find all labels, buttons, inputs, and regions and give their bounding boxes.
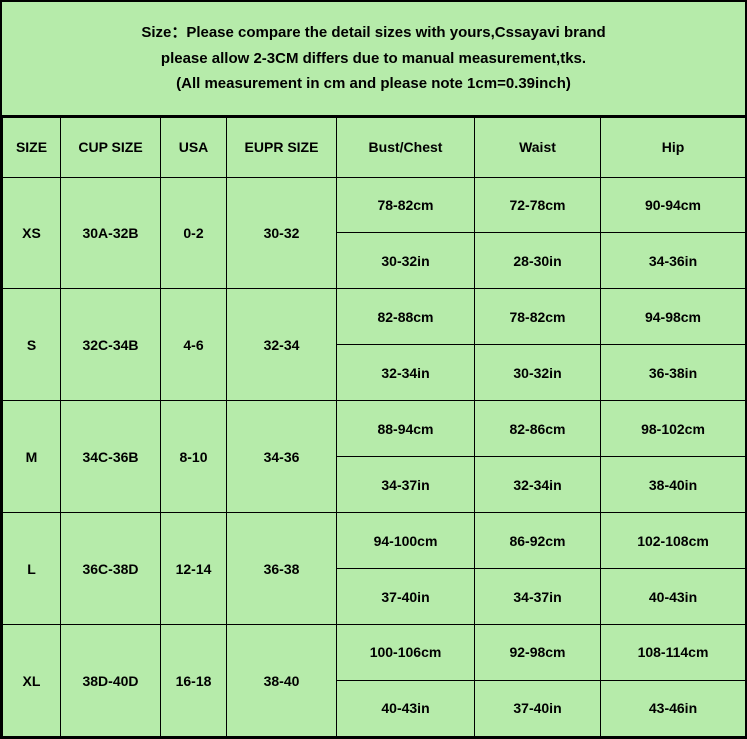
cell-usa: 8-10 xyxy=(161,401,227,513)
cell-waist-in: 32-34in xyxy=(475,457,601,513)
column-header-waist: Waist xyxy=(475,117,601,177)
cell-waist-in: 37-40in xyxy=(475,680,601,736)
size-table: SIZECUP SIZEUSAEUPR SIZEBust/ChestWaistH… xyxy=(2,117,746,738)
table-row: XS30A-32B0-230-3278-82cm72-78cm90-94cm xyxy=(3,177,746,233)
cell-eupr: 36-38 xyxy=(227,513,337,625)
cell-size: S xyxy=(3,289,61,401)
cell-bust-cm: 100-106cm xyxy=(337,625,475,681)
cell-hip-in: 36-38in xyxy=(601,345,746,401)
chart-header: Size：Please compare the detail sizes wit… xyxy=(2,2,745,117)
table-row: M34C-36B8-1034-3688-94cm82-86cm98-102cm xyxy=(3,401,746,457)
cell-cup: 32C-34B xyxy=(61,289,161,401)
header-line-3: (All measurement in cm and please note 1… xyxy=(32,71,715,97)
cell-cup: 36C-38D xyxy=(61,513,161,625)
table-row: S32C-34B4-632-3482-88cm78-82cm94-98cm xyxy=(3,289,746,345)
cell-bust-in: 34-37in xyxy=(337,457,475,513)
column-header-size: SIZE xyxy=(3,117,61,177)
cell-size: L xyxy=(3,513,61,625)
cell-hip-in: 40-43in xyxy=(601,569,746,625)
cell-cup: 34C-36B xyxy=(61,401,161,513)
cell-usa: 0-2 xyxy=(161,177,227,289)
cell-cup: 30A-32B xyxy=(61,177,161,289)
cell-usa: 4-6 xyxy=(161,289,227,401)
cell-waist-cm: 86-92cm xyxy=(475,513,601,569)
table-header-row: SIZECUP SIZEUSAEUPR SIZEBust/ChestWaistH… xyxy=(3,117,746,177)
header-line-2: please allow 2-3CM differs due to manual… xyxy=(32,46,715,72)
cell-bust-cm: 78-82cm xyxy=(337,177,475,233)
cell-waist-in: 28-30in xyxy=(475,233,601,289)
cell-waist-cm: 82-86cm xyxy=(475,401,601,457)
table-row: XL38D-40D16-1838-40100-106cm92-98cm108-1… xyxy=(3,625,746,681)
cell-eupr: 38-40 xyxy=(227,625,337,737)
cell-eupr: 30-32 xyxy=(227,177,337,289)
cell-waist-cm: 92-98cm xyxy=(475,625,601,681)
cell-bust-in: 32-34in xyxy=(337,345,475,401)
column-header-cup: CUP SIZE xyxy=(61,117,161,177)
cell-hip-cm: 102-108cm xyxy=(601,513,746,569)
cell-eupr: 32-34 xyxy=(227,289,337,401)
cell-cup: 38D-40D xyxy=(61,625,161,737)
cell-usa: 16-18 xyxy=(161,625,227,737)
column-header-usa: USA xyxy=(161,117,227,177)
cell-waist-cm: 78-82cm xyxy=(475,289,601,345)
cell-bust-cm: 94-100cm xyxy=(337,513,475,569)
cell-eupr: 34-36 xyxy=(227,401,337,513)
cell-size: XL xyxy=(3,625,61,737)
cell-bust-in: 30-32in xyxy=(337,233,475,289)
size-chart: Size：Please compare the detail sizes wit… xyxy=(0,0,747,739)
cell-usa: 12-14 xyxy=(161,513,227,625)
cell-size: M xyxy=(3,401,61,513)
cell-bust-in: 40-43in xyxy=(337,680,475,736)
cell-bust-in: 37-40in xyxy=(337,569,475,625)
cell-hip-in: 34-36in xyxy=(601,233,746,289)
cell-bust-cm: 82-88cm xyxy=(337,289,475,345)
cell-size: XS xyxy=(3,177,61,289)
cell-hip-in: 43-46in xyxy=(601,680,746,736)
column-header-eupr: EUPR SIZE xyxy=(227,117,337,177)
cell-hip-cm: 94-98cm xyxy=(601,289,746,345)
cell-hip-cm: 108-114cm xyxy=(601,625,746,681)
cell-hip-cm: 90-94cm xyxy=(601,177,746,233)
cell-bust-cm: 88-94cm xyxy=(337,401,475,457)
table-row: L36C-38D12-1436-3894-100cm86-92cm102-108… xyxy=(3,513,746,569)
column-header-bust: Bust/Chest xyxy=(337,117,475,177)
cell-waist-in: 34-37in xyxy=(475,569,601,625)
cell-waist-cm: 72-78cm xyxy=(475,177,601,233)
header-line-1: Size：Please compare the detail sizes wit… xyxy=(32,20,715,46)
column-header-hip: Hip xyxy=(601,117,746,177)
cell-hip-in: 38-40in xyxy=(601,457,746,513)
cell-hip-cm: 98-102cm xyxy=(601,401,746,457)
cell-waist-in: 30-32in xyxy=(475,345,601,401)
